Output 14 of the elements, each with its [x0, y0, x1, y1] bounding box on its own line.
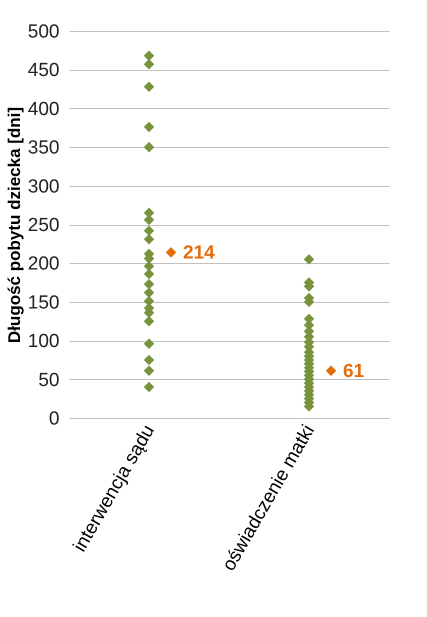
y-tick-label: 0: [48, 408, 60, 430]
y-tick-label: 350: [28, 138, 60, 159]
y-axis-title: Długość pobytu dziecka [dni]: [4, 106, 24, 344]
y-tick-label: 400: [28, 98, 60, 120]
y-tick-label: 450: [28, 60, 60, 82]
y-tick-label: 100: [28, 331, 60, 352]
y-tick-label: 150: [28, 292, 60, 314]
y-tick-label: 500: [28, 22, 60, 42]
y-tick-label: 250: [28, 215, 60, 236]
y-tick-label: 300: [28, 176, 60, 198]
y-tick-label: 200: [28, 254, 60, 275]
data-label: 214: [183, 242, 216, 264]
y-tick-label: 50: [38, 370, 60, 391]
data-label: 61: [343, 360, 365, 382]
